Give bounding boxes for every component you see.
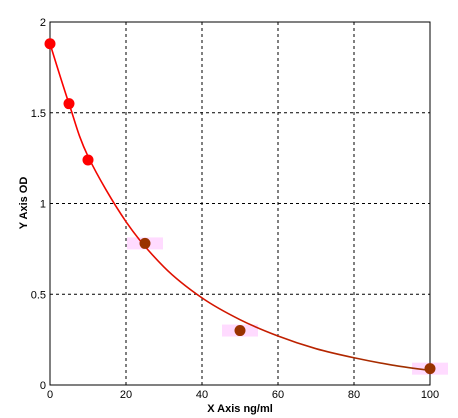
x-tick-label: 80 <box>348 389 360 401</box>
y-axis-label: Y Axis OD <box>18 177 30 230</box>
data-point <box>424 363 436 375</box>
y-tick-label: 0.5 <box>31 289 46 301</box>
data-point <box>234 325 246 337</box>
x-tick-label: 60 <box>272 389 284 401</box>
x-tick-label: 0 <box>47 389 53 401</box>
fitted-curve <box>49 43 431 372</box>
plot-frame <box>49 21 431 386</box>
y-tick-labels: 0 0.5 1 1.5 2 <box>31 17 46 392</box>
data-point <box>139 237 151 249</box>
y-tick-label: 1 <box>40 199 46 211</box>
data-point <box>63 98 75 110</box>
x-tick-label: 40 <box>196 389 208 401</box>
x-tick-labels: 0 20 40 60 80 100 <box>47 389 439 401</box>
y-tick-label: 0 <box>40 380 46 392</box>
data-point <box>82 154 94 166</box>
x-axis-label: X Axis ng/ml <box>207 403 273 415</box>
data-points <box>44 38 436 375</box>
data-point <box>44 38 56 50</box>
y-tick-label: 1.5 <box>31 108 46 120</box>
y-tick-label: 2 <box>40 17 46 29</box>
x-tick-label: 20 <box>120 389 132 401</box>
grid-lines <box>50 22 430 385</box>
x-tick-label: 100 <box>421 389 439 401</box>
